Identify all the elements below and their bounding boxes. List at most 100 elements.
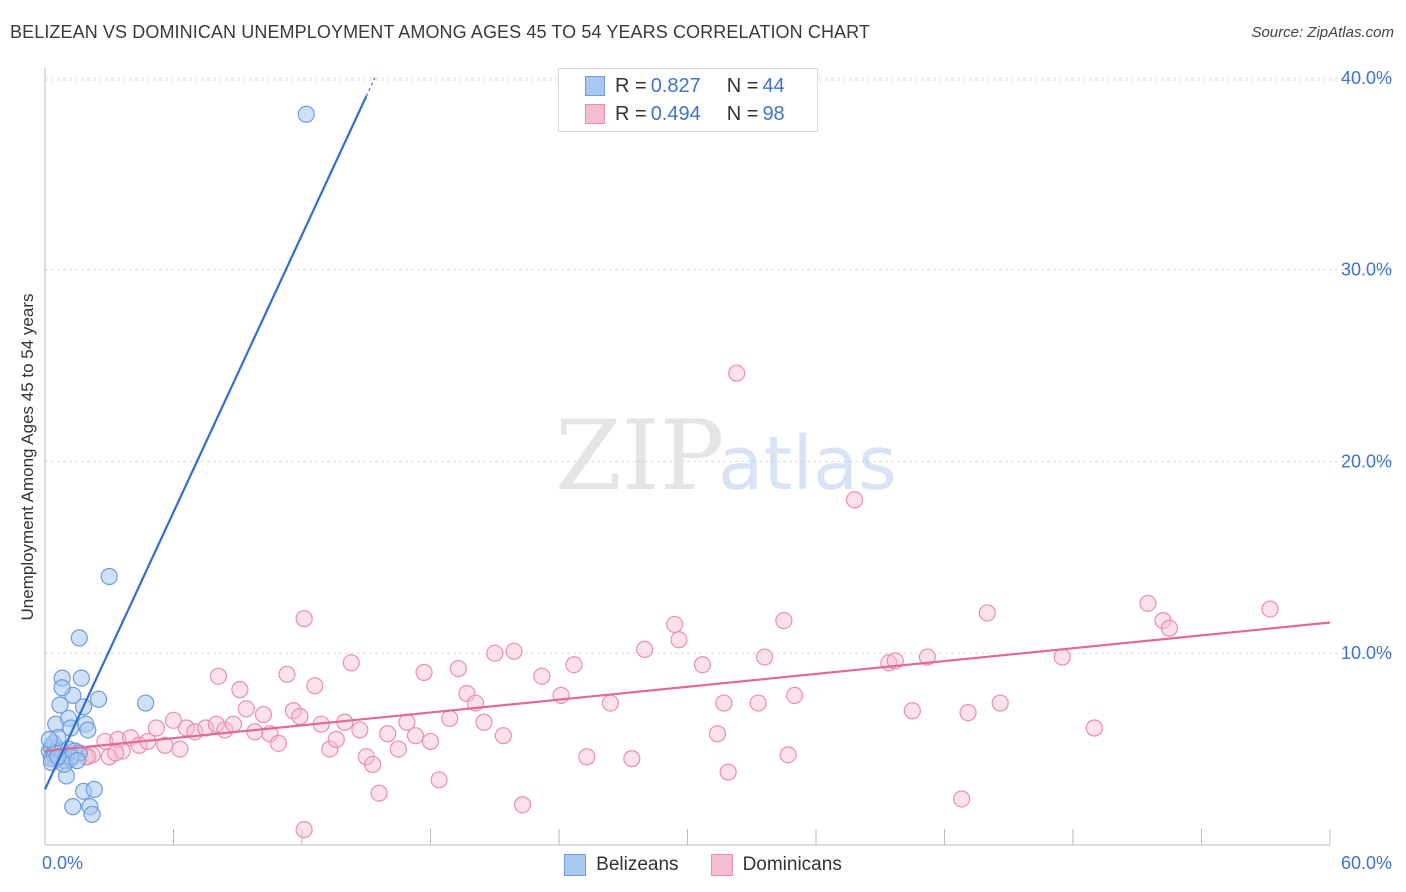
legend-swatch-dominicans [585,104,605,124]
x-tick-label: 60.0% [1341,853,1392,873]
legend-swatch-belizeans [585,76,605,96]
dominican-point [779,746,797,764]
trend-lines [44,77,1331,790]
belizean-points [40,105,315,823]
dominican-point [449,659,467,678]
dominican-point [755,648,774,666]
y-tick-label: 20.0% [1341,451,1392,471]
dominican-point [364,755,382,774]
dominican-point [1139,594,1157,612]
dominican-point [291,707,309,726]
dominican-point [475,713,493,731]
belizean-trend-extension [365,77,376,97]
dominican-point [715,694,733,712]
belizean-trend-line [44,95,368,790]
legend-item-dominicans[interactable]: Dominicans [710,854,842,876]
dominican-point [494,727,512,745]
dominican-point [171,740,189,758]
grid-layer [45,77,1392,654]
dominican-point [785,686,804,705]
dominican-point [246,723,264,741]
chart-title: BELIZEAN VS DOMINICAN UNEMPLOYMENT AMONG… [10,22,871,42]
belizean-point [100,567,118,586]
dominican-point [321,740,339,758]
dominican-point [578,748,596,766]
dominican-point [666,615,684,634]
belizean-point [83,805,101,823]
legend-label-belizeans: Belizeans [596,854,679,875]
dominican-point [1085,719,1104,737]
legend-row-belizeans: R = 0.827 N = 44 [585,73,789,99]
x-tick-label: 0.0% [42,853,83,873]
source-label: Source: ZipAtlas.com [1251,24,1394,41]
legend-r-value: 0.494 [650,102,701,125]
dominican-points [42,364,1279,839]
belizean-point [89,690,108,708]
dominican-point [389,740,407,758]
dominican-point [505,642,523,660]
dominican-point [351,721,369,739]
dominican-point [430,771,448,789]
dominican-point [415,663,433,681]
dominican-point [458,684,476,703]
dominican-point [670,631,688,649]
dominican-point [903,702,921,720]
stats-legend: R = 0.827 N = 44 R = 0.494 N = 98 [558,68,818,132]
dominican-point [775,611,793,630]
dominican-point [441,709,459,728]
belizean-point [51,696,69,714]
dominican-point [565,656,583,674]
watermark-atlas: atlas [718,421,897,507]
dominican-trend-line [44,621,1331,753]
legend-n-label: N = [726,102,759,125]
legend-r-label: R = [615,102,647,125]
legend-swatch-dominicans [710,854,733,876]
dominican-point [991,694,1009,712]
dominican-point [693,656,712,674]
dominican-point [623,750,641,768]
y-tick-label: 40.0% [1341,68,1392,88]
legend-r-value: 0.827 [650,74,701,97]
legend-item-belizeans[interactable]: Belizeans [564,854,679,876]
dominican-point [306,677,324,695]
dominican-point [1261,600,1279,618]
dominican-point [959,704,977,722]
dominican-point [107,744,125,762]
belizean-point [40,730,58,749]
dominican-point [953,790,971,808]
dominican-point [708,725,727,743]
dominican-point [1160,619,1178,637]
dominican-point [918,648,936,666]
belizean-point [72,669,91,687]
dominican-point [845,491,864,509]
dominican-point [147,719,165,737]
belizean-point [137,694,155,712]
legend-row-dominicans: R = 0.494 N = 98 [585,101,789,127]
dominican-point [209,667,228,685]
dominican-point [207,715,225,733]
dominican-point [370,784,388,802]
dominican-point [601,694,620,712]
belizean-point [297,105,315,123]
dominican-point [719,763,737,781]
dominican-point [636,640,654,658]
y-tick-label: 30.0% [1341,260,1392,280]
legend-label-dominicans: Dominicans [742,854,842,875]
dominican-point [295,821,313,839]
belizean-point [64,798,82,816]
dominican-point [327,730,345,749]
dominican-point [1053,648,1071,666]
dominican-point [269,734,288,752]
dominican-point [278,665,296,683]
y-axis-label: Unemployment Among Ages 45 to 54 years [18,294,37,621]
dominican-point [295,610,313,628]
dominican-point [224,715,243,733]
y-tick-label: 10.0% [1341,643,1392,663]
watermark-zip: ZIP [555,400,724,512]
belizean-point [70,629,88,647]
axis-layer: 10.0% 20.0% 30.0% 40.0% 0.0% 60.0% [42,68,1392,873]
legend-n-value: 44 [762,74,785,97]
belizean-point [68,752,86,770]
dominican-point [533,667,551,685]
